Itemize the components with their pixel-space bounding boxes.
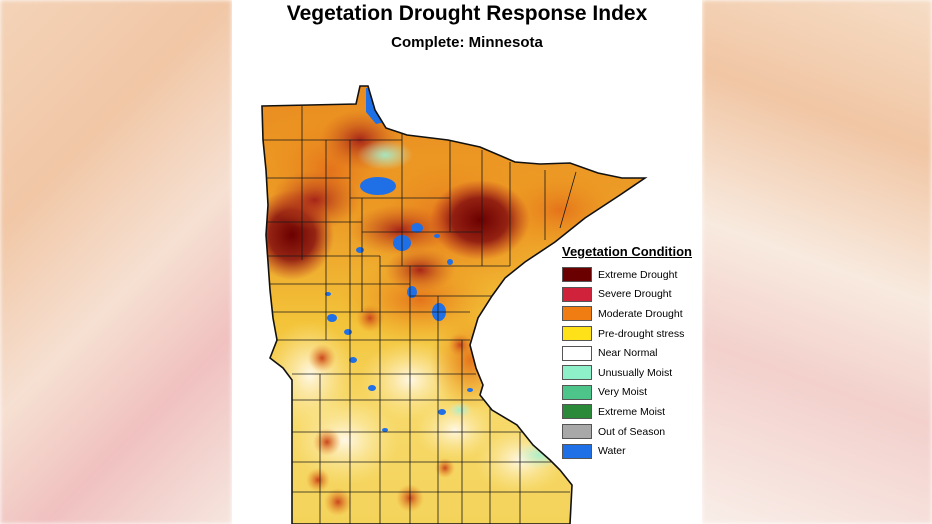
legend: Vegetation Condition Extreme Drought Seve… [562, 244, 702, 461]
county-boundaries [262, 106, 577, 524]
minnesota-map [261, 85, 646, 524]
map-subtitle: Complete: Minnesota [391, 34, 543, 51]
legend-item: Out of Season [562, 422, 702, 442]
legend-item: Very Moist [562, 383, 702, 403]
legend-label: Near Normal [598, 347, 658, 360]
legend-label: Extreme Moist [598, 405, 666, 418]
legend-swatch [562, 267, 592, 283]
map-title: Vegetation Drought Response Index [286, 2, 648, 25]
legend-item: Water [562, 441, 702, 461]
legend-swatch [562, 286, 592, 302]
legend-swatch [562, 365, 592, 381]
blurred-background-right [702, 0, 932, 524]
map-panel: Vegetation Drought Response Index Comple… [232, 0, 702, 524]
legend-item: Near Normal [562, 343, 702, 363]
legend-label: Pre-drought stress [598, 327, 685, 340]
legend-item: Pre-drought stress [562, 324, 702, 344]
blurred-background-left [0, 0, 232, 524]
legend-item: Severe Drought [562, 285, 702, 305]
legend-item: Moderate Drought [562, 304, 702, 324]
legend-swatch [562, 384, 592, 400]
legend-label: Water [598, 445, 626, 458]
legend-label: Very Moist [598, 386, 648, 399]
legend-label: Severe Drought [598, 288, 672, 301]
legend-swatch [562, 424, 592, 440]
legend-title: Vegetation Condition [562, 244, 692, 259]
legend-label: Moderate Drought [598, 307, 683, 320]
legend-swatch [562, 443, 592, 459]
legend-swatch [562, 404, 592, 420]
legend-item: Unusually Moist [562, 363, 702, 383]
legend-swatch [562, 345, 592, 361]
legend-swatch [562, 306, 592, 322]
legend-item: Extreme Moist [562, 402, 702, 422]
legend-swatch [562, 326, 592, 342]
legend-item: Extreme Drought [562, 265, 702, 285]
legend-label: Extreme Drought [598, 268, 678, 281]
legend-items: Extreme Drought Severe Drought Moderate Dr… [562, 265, 702, 461]
legend-label: Out of Season [598, 425, 666, 438]
legend-label: Unusually Moist [598, 366, 673, 379]
